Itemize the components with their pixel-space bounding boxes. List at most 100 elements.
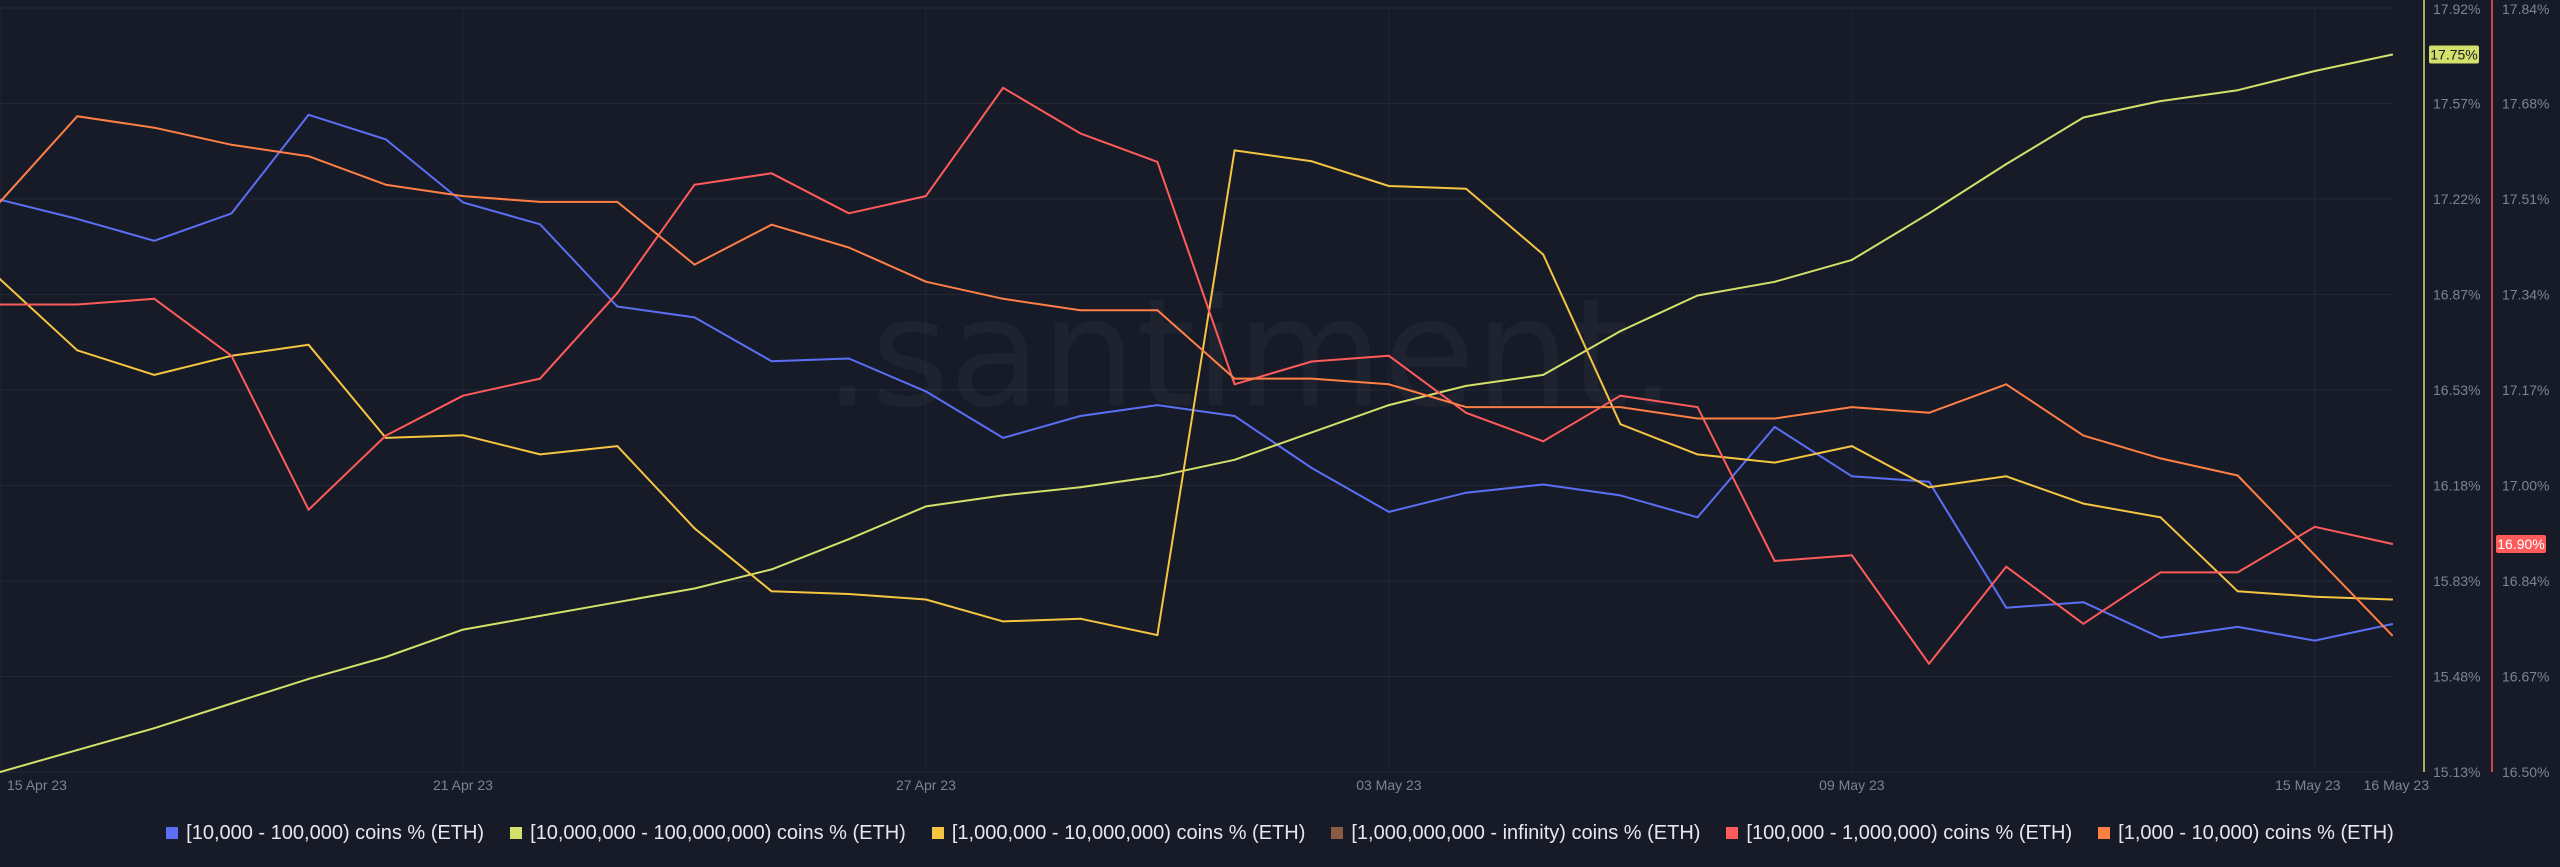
series-line-2	[0, 149, 2393, 637]
data-point	[153, 727, 156, 730]
data-point	[2236, 590, 2239, 593]
data-point	[924, 280, 927, 283]
data-point	[0, 303, 1, 306]
data-point	[76, 349, 79, 352]
data-point	[2391, 598, 2393, 601]
data-point	[462, 201, 464, 204]
data-point	[1850, 258, 1853, 261]
data-point	[0, 200, 1, 203]
data-point	[2005, 383, 2008, 386]
data-point	[1465, 411, 1468, 414]
series-line-5	[0, 115, 2393, 637]
data-point	[2391, 53, 2393, 56]
legend-swatch	[1331, 827, 1344, 839]
legend-label: [1,000 - 10,000) coins % (ETH)	[2118, 821, 2394, 844]
data-point	[1387, 383, 1390, 386]
legend-item[interactable]: [10,000,000 - 100,000,000) coins % (ETH)	[510, 822, 906, 845]
right-axis-tick-label: 17.84%	[2502, 1, 2549, 17]
series-line-0	[0, 113, 2393, 642]
legend-label: [1,000,000 - 10,000,000) coins % (ETH)	[951, 821, 1306, 844]
x-axis-tick-label: 15 May 23	[2275, 777, 2341, 793]
data-point	[2236, 89, 2239, 92]
data-point	[1773, 417, 1776, 420]
data-point	[847, 538, 850, 541]
data-point	[1310, 431, 1313, 434]
data-point	[847, 212, 850, 215]
data-point	[2313, 639, 2316, 642]
data-point	[1542, 406, 1545, 409]
data-point	[693, 183, 696, 186]
data-point	[1542, 440, 1545, 443]
data-point	[2159, 571, 2162, 574]
data-point	[307, 508, 310, 511]
legend-item[interactable]: [10,000 - 100,000) coins % (ETH)	[166, 822, 484, 845]
data-point	[1928, 662, 1930, 665]
data-point	[847, 593, 850, 595]
data-point	[1619, 494, 1622, 497]
data-point	[1002, 494, 1005, 497]
data-point	[616, 305, 619, 308]
data-point	[2236, 474, 2239, 477]
legend-item[interactable]: [1,000 - 10,000) coins % (ETH)	[2098, 822, 2394, 845]
data-point	[1310, 467, 1313, 469]
series-line-1	[0, 53, 2393, 773]
data-point	[462, 434, 464, 437]
data-point	[1465, 187, 1468, 190]
legend: [10,000 - 100,000) coins % (ETH) [10,000,…	[0, 818, 2560, 848]
data-point	[1233, 383, 1236, 386]
data-point	[2082, 116, 2085, 119]
legend-swatch	[2098, 827, 2111, 839]
data-point	[1696, 516, 1699, 519]
data-point	[0, 771, 1, 773]
data-point	[693, 587, 696, 590]
series-lines	[0, 53, 2393, 773]
data-point	[462, 394, 464, 397]
data-point	[2313, 70, 2316, 72]
data-point	[384, 183, 387, 186]
legend-swatch	[510, 827, 523, 839]
data-point	[693, 263, 696, 266]
data-point	[1773, 426, 1776, 428]
legend-item[interactable]: [1,000,000 - 10,000,000) coins % (ETH)	[931, 821, 1306, 845]
left-axis-tick-label: 17.92%	[2433, 1, 2480, 17]
data-point	[2236, 571, 2239, 574]
data-point	[1387, 404, 1390, 407]
data-point	[539, 223, 542, 226]
data-point	[1079, 415, 1082, 417]
data-point	[1696, 406, 1699, 409]
data-point	[2005, 163, 2008, 166]
data-point	[2082, 502, 2085, 505]
axes: 17.92% 17.84% 17.57% 17.68% 17.22% 17.51% 16.8…	[7, 0, 2549, 793]
data-point	[539, 614, 542, 617]
gridlines	[0, 7, 2392, 773]
data-point	[1850, 445, 1853, 448]
data-point	[924, 195, 927, 198]
data-point	[2313, 595, 2316, 598]
legend-label: [100,000 - 1,000,000) coins % (ETH)	[1746, 821, 2073, 844]
data-point	[462, 628, 464, 631]
value-badge-label: 16.90%	[2497, 536, 2544, 552]
legend-item[interactable]: [100,000 - 1,000,000) coins % (ETH)	[1726, 822, 2072, 845]
right-axis-tick-label: 16.67%	[2502, 669, 2549, 685]
x-axis-tick-label: 16 May 23	[2364, 777, 2430, 793]
right-axis-tick-label: 17.17%	[2502, 382, 2549, 398]
data-point	[1156, 309, 1159, 312]
data-point	[384, 138, 387, 141]
data-point	[230, 702, 233, 705]
data-point	[1387, 185, 1390, 187]
value-badge	[2429, 45, 2479, 64]
data-point	[2391, 542, 2393, 545]
left-axis-tick-label: 16.87%	[2433, 287, 2480, 303]
legend-item[interactable]: [1,000,000,000 - infinity) coins % (ETH)	[1331, 822, 1700, 845]
data-point	[1850, 406, 1853, 409]
x-axis-tick-label: 03 May 23	[1356, 777, 1422, 793]
data-point	[2313, 554, 2316, 557]
data-point	[230, 212, 233, 215]
left-axis-tick-label: 17.22%	[2433, 191, 2480, 207]
data-point	[539, 377, 542, 380]
data-point	[76, 303, 79, 306]
data-point	[616, 601, 619, 604]
x-axis-tick-label: 27 Apr 23	[896, 777, 956, 793]
data-point	[924, 505, 927, 508]
